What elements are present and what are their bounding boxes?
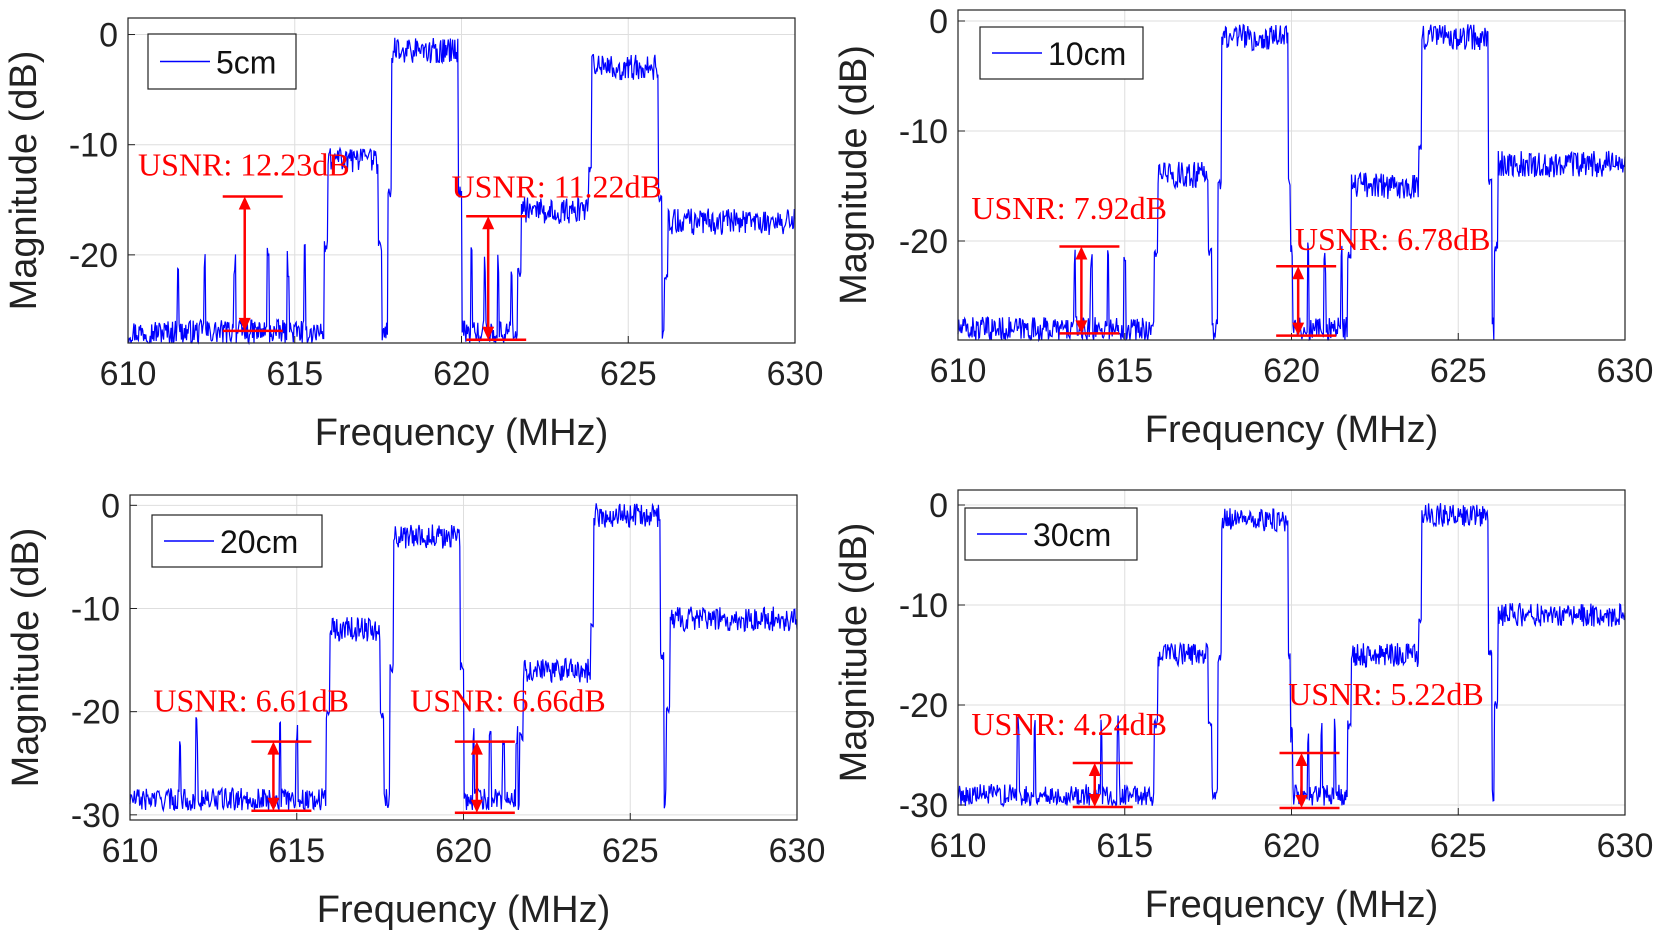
usnr-annotation-2: USNR: 6.66dB — [410, 683, 606, 815]
usnr-label: USNR: 11.22dB — [451, 169, 661, 205]
usnr-label: USNR: 7.92dB — [971, 190, 1167, 226]
x-axis-label: Frequency (MHz) — [1145, 884, 1439, 926]
y-tick-label: -10 — [899, 587, 948, 625]
spectrum-series-line — [129, 502, 798, 813]
legend-label: 5cm — [216, 45, 276, 81]
usnr-label: USNR: 12.23dB — [138, 147, 350, 183]
x-axis-label: Frequency (MHz) — [317, 889, 611, 931]
y-tick-label: -30 — [899, 787, 948, 825]
arrow-up-icon — [1088, 763, 1101, 776]
usnr-label: USNR: 4.24dB — [971, 706, 1167, 742]
usnr-label: USNR: 6.66dB — [410, 683, 606, 719]
x-tick-label: 625 — [1430, 352, 1487, 390]
legend-label: 10cm — [1048, 36, 1126, 72]
arrow-down-icon — [267, 797, 280, 811]
legend: 30cm — [964, 507, 1138, 561]
y-tick-label: 0 — [929, 3, 948, 41]
panel-10cm: 610 615 620 625 630 0 -10 -20 Frequency (MHz) Mag… — [833, 3, 1653, 451]
x-tick-label: 630 — [767, 355, 824, 393]
x-tick-label: 615 — [266, 355, 323, 393]
x-tick-label: 610 — [100, 355, 157, 393]
legend: 5cm — [147, 33, 297, 90]
x-tick-label: 620 — [1263, 352, 1320, 390]
y-axis-label: Magnitude (dB) — [5, 528, 47, 788]
x-tick-label: 620 — [1263, 827, 1320, 865]
legend-label: 30cm — [1033, 517, 1111, 553]
arrow-down-icon — [1088, 794, 1101, 807]
arrow-down-icon — [1295, 795, 1308, 808]
x-tick-label: 610 — [930, 827, 987, 865]
legend-label: 20cm — [220, 524, 298, 560]
x-tick-label: 615 — [268, 832, 325, 870]
arrow-down-icon — [238, 317, 251, 331]
x-tick-label: 630 — [1597, 827, 1654, 865]
y-tick-label: -20 — [899, 687, 948, 725]
panel-30cm: 610 615 620 625 630 0 -10 -20 -30 Frequency (MHz)… — [833, 487, 1653, 926]
y-tick-label: 0 — [99, 17, 118, 55]
y-axis-label: Magnitude (dB) — [833, 523, 875, 783]
x-tick-label: 615 — [1096, 827, 1153, 865]
usnr-label: USNR: 6.61dB — [153, 683, 349, 719]
spectrum-series-line — [957, 503, 1626, 808]
arrow-up-icon — [470, 741, 483, 755]
y-tick-label: -10 — [71, 590, 120, 628]
y-tick-label: -10 — [69, 127, 118, 165]
x-tick-label: 620 — [433, 355, 490, 393]
arrow-up-icon — [1295, 753, 1308, 766]
spectrum-series-line — [127, 37, 796, 346]
usnr-annotation-1: USNR: 12.23dB — [138, 147, 350, 333]
x-tick-label: 610 — [930, 352, 987, 390]
x-tick-label: 625 — [602, 832, 659, 870]
x-axis-label: Frequency (MHz) — [315, 412, 609, 454]
usnr-annotation-1: USNR: 4.24dB — [971, 706, 1167, 809]
arrow-up-icon — [482, 216, 495, 230]
y-axis-label: Magnitude (dB) — [3, 51, 45, 311]
x-tick-label: 630 — [769, 832, 826, 870]
usnr-annotation-2: USNR: 11.22dB — [451, 169, 662, 341]
y-tick-label: -20 — [69, 237, 118, 275]
usnr-annotation-2: USNR: 5.22dB — [1279, 676, 1484, 810]
arrow-down-icon — [470, 799, 483, 813]
y-tick-label: 0 — [101, 487, 120, 525]
usnr-annotation-1: USNR: 7.92dB — [971, 190, 1167, 335]
usnr-label: USNR: 6.78dB — [1295, 221, 1491, 257]
arrow-down-icon — [482, 326, 495, 340]
y-tick-label: -30 — [71, 797, 120, 835]
arrow-down-icon — [1292, 322, 1305, 336]
spectrum-series-line — [957, 23, 1626, 343]
legend: 10cm — [979, 26, 1144, 80]
y-tick-label: 0 — [929, 487, 948, 525]
arrow-up-icon — [1075, 246, 1088, 260]
x-tick-label: 625 — [600, 355, 657, 393]
legend: 20cm — [151, 514, 323, 568]
x-tick-label: 615 — [1096, 352, 1153, 390]
x-tick-label: 625 — [1430, 827, 1487, 865]
y-axis-label: Magnitude (dB) — [833, 45, 875, 305]
y-tick-label: -20 — [899, 223, 948, 261]
arrow-down-icon — [1075, 320, 1088, 334]
arrow-up-icon — [267, 741, 280, 755]
arrow-up-icon — [238, 196, 251, 210]
x-axis-label: Frequency (MHz) — [1145, 409, 1439, 451]
usnr-label: USNR: 5.22dB — [1288, 676, 1484, 712]
usnr-annotation-2: USNR: 6.78dB — [1276, 221, 1491, 337]
panel-20cm: 610 615 620 625 630 0 -10 -20 -30 Frequency (MHz)… — [5, 487, 825, 931]
usnr-annotation-1: USNR: 6.61dB — [153, 683, 349, 812]
arrow-up-icon — [1292, 266, 1305, 280]
x-tick-label: 610 — [102, 832, 159, 870]
x-tick-label: 620 — [435, 832, 492, 870]
x-tick-label: 630 — [1597, 352, 1654, 390]
panel-5cm: 610 615 620 625 630 0 -10 -20 Frequency (MHz) Mag… — [3, 17, 823, 454]
y-tick-label: -20 — [71, 694, 120, 732]
y-tick-label: -10 — [899, 113, 948, 151]
